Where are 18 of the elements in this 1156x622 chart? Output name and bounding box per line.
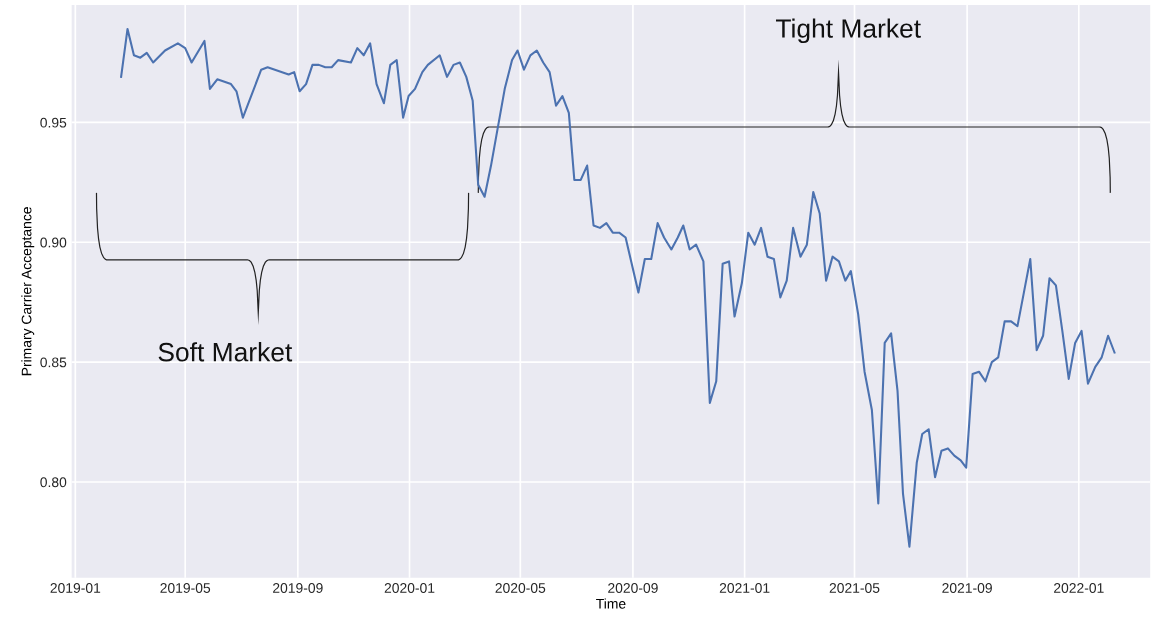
x-tick-label: 2020-01 [384,583,435,593]
annotation: Tight Market [776,18,921,44]
y-tick-label: 0.95 [40,117,67,128]
x-axis-title: Time [596,598,626,609]
x-tick-label: 2019-05 [160,583,211,593]
annotation: Soft Market [158,342,293,362]
x-tick-label: 2020-09 [608,583,658,593]
y-tick-label: 0.85 [40,357,67,368]
y-tick-label: 0.90 [40,237,67,248]
x-tick-label: 2021-09 [942,583,992,593]
y-tick-label: 0.80 [40,477,67,488]
y-axis-title: Primary Carrier Acceptance [21,207,35,376]
x-tick-label: 2019-09 [273,583,323,593]
x-tick-label: 2021-01 [719,583,770,593]
x-tick-label: 2022-01 [1054,583,1104,593]
x-tick-label: 2020-05 [495,583,546,593]
x-tick-label: 2021-05 [829,583,880,593]
x-tick-label: 2019-01 [50,583,101,593]
